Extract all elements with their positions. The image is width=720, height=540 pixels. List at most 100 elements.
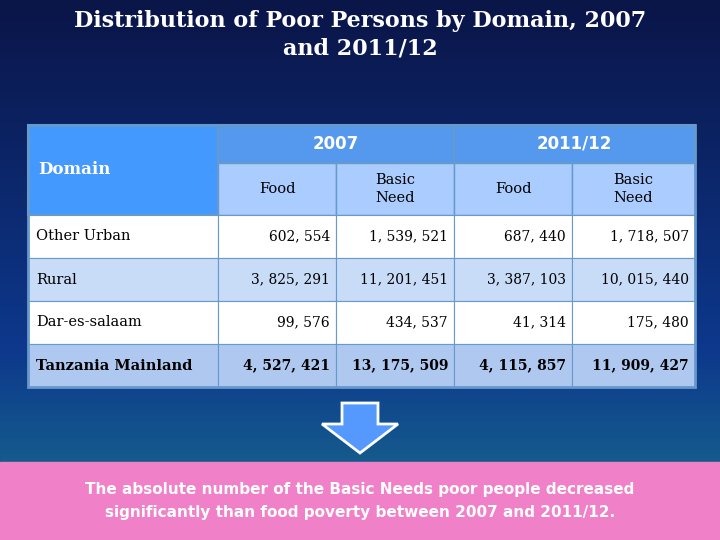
- Bar: [0, 293, 720, 297]
- Bar: [0, 309, 720, 313]
- Bar: [454, 344, 572, 387]
- Bar: [0, 10, 720, 14]
- Bar: [0, 382, 720, 386]
- Text: Rural: Rural: [36, 273, 77, 287]
- Bar: [0, 461, 720, 464]
- Bar: [0, 393, 720, 397]
- Bar: [0, 210, 720, 213]
- Bar: [0, 355, 720, 359]
- Bar: [0, 85, 720, 89]
- Bar: [0, 477, 720, 481]
- Bar: [0, 83, 720, 86]
- Bar: [454, 163, 572, 215]
- Text: Food: Food: [495, 182, 531, 196]
- Bar: [0, 2, 720, 5]
- Bar: [0, 291, 720, 294]
- Text: 3, 387, 103: 3, 387, 103: [487, 273, 566, 287]
- Bar: [0, 493, 720, 497]
- Bar: [0, 174, 720, 178]
- Bar: [0, 21, 720, 24]
- Bar: [28, 344, 218, 387]
- Bar: [0, 304, 720, 308]
- Bar: [0, 112, 720, 116]
- Bar: [0, 42, 720, 46]
- Bar: [0, 245, 720, 248]
- Bar: [0, 107, 720, 111]
- Bar: [0, 188, 720, 192]
- Bar: [0, 463, 720, 467]
- Text: 4, 115, 857: 4, 115, 857: [479, 359, 566, 373]
- Bar: [0, 380, 720, 383]
- Bar: [0, 266, 720, 270]
- Bar: [0, 528, 720, 532]
- Text: 2011/12: 2011/12: [537, 135, 612, 153]
- Bar: [0, 104, 720, 108]
- Bar: [0, 96, 720, 100]
- Text: Other Urban: Other Urban: [36, 230, 130, 244]
- Bar: [0, 401, 720, 405]
- Bar: [0, 488, 720, 491]
- Bar: [0, 228, 720, 232]
- Bar: [572, 344, 695, 387]
- Bar: [0, 91, 720, 94]
- Bar: [0, 77, 720, 81]
- Bar: [0, 515, 720, 518]
- Bar: [0, 426, 720, 429]
- Bar: [0, 164, 720, 167]
- Bar: [0, 404, 720, 408]
- Bar: [0, 415, 720, 419]
- Text: Distribution of Poor Persons by Domain, 2007
and 2011/12: Distribution of Poor Persons by Domain, …: [74, 10, 646, 60]
- Bar: [0, 56, 720, 59]
- Bar: [0, 115, 720, 119]
- Bar: [0, 377, 720, 381]
- Bar: [0, 237, 720, 240]
- Bar: [0, 66, 720, 70]
- Bar: [0, 69, 720, 73]
- Bar: [0, 261, 720, 265]
- Bar: [0, 458, 720, 462]
- Text: The absolute number of the Basic Needs poor people decreased
significantly than : The absolute number of the Basic Needs p…: [85, 482, 635, 519]
- Bar: [0, 462, 720, 540]
- Bar: [0, 126, 720, 130]
- Bar: [0, 399, 720, 402]
- Text: 602, 554: 602, 554: [269, 230, 330, 244]
- Bar: [0, 255, 720, 259]
- Text: 99, 576: 99, 576: [277, 315, 330, 329]
- Bar: [28, 125, 695, 387]
- Bar: [0, 372, 720, 375]
- Bar: [0, 469, 720, 472]
- Bar: [0, 234, 720, 238]
- Bar: [0, 231, 720, 235]
- Bar: [0, 99, 720, 103]
- Bar: [0, 520, 720, 524]
- Bar: [0, 223, 720, 227]
- Bar: [218, 258, 336, 301]
- Bar: [336, 215, 454, 258]
- Bar: [0, 466, 720, 470]
- Bar: [218, 215, 336, 258]
- Bar: [218, 125, 454, 163]
- Bar: [0, 31, 720, 35]
- Bar: [454, 258, 572, 301]
- Bar: [0, 417, 720, 421]
- Bar: [0, 180, 720, 184]
- Bar: [336, 258, 454, 301]
- Bar: [0, 139, 720, 143]
- Bar: [0, 336, 720, 340]
- Bar: [0, 80, 720, 84]
- Bar: [0, 471, 720, 475]
- Bar: [0, 226, 720, 230]
- Bar: [0, 29, 720, 32]
- Bar: [336, 344, 454, 387]
- Bar: [0, 431, 720, 435]
- Bar: [0, 156, 720, 159]
- Bar: [0, 436, 720, 440]
- Bar: [0, 183, 720, 186]
- Text: 11, 201, 451: 11, 201, 451: [360, 273, 448, 287]
- Bar: [0, 363, 720, 367]
- Bar: [0, 482, 720, 486]
- Bar: [0, 315, 720, 319]
- Bar: [454, 215, 572, 258]
- Bar: [0, 64, 720, 68]
- Bar: [0, 525, 720, 529]
